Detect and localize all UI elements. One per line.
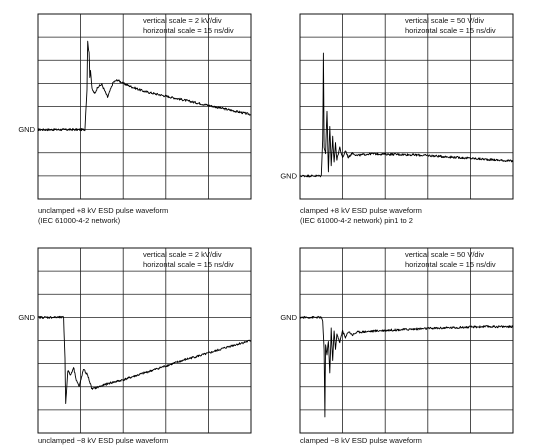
- scope-panel-unclamped-positive: vertical scale = 2 kV/div horizontal scal…: [0, 0, 270, 228]
- caption-unclamped-negative: unclamped −8 kV ESD pulse waveform: [38, 436, 168, 446]
- horizontal-scale-label: horizontal scale = 15 ns/div: [405, 26, 496, 35]
- gnd-label: GND: [280, 313, 297, 322]
- caption-line-1: unclamped −8 kV ESD pulse waveform: [38, 436, 169, 445]
- vertical-scale-label: vertical scale = 50 V/div: [405, 16, 484, 25]
- waveform-trace: [299, 52, 514, 178]
- scope-grid: [300, 14, 513, 199]
- caption-line-1: clamped +8 kV ESD pulse waveform: [300, 206, 422, 215]
- scope-grid: [300, 248, 513, 433]
- scope-grid: [38, 248, 251, 433]
- waveform-trace: [37, 40, 252, 132]
- caption-line-1: clamped −8 kV ESD pulse waveform: [300, 436, 422, 445]
- waveform-trace: [37, 315, 252, 404]
- vertical-scale-label: vertical scale = 2 kV/div: [143, 250, 222, 259]
- caption-line-2: (IEC 61000-4-2 network) pin1 to 2: [300, 215, 413, 225]
- gnd-label: GND: [280, 171, 297, 180]
- scope-grid: [38, 14, 251, 199]
- scope-frame: [37, 13, 252, 200]
- scope-frame: [299, 13, 514, 200]
- caption-clamped-negative: clamped −8 kV ESD pulse waveform: [300, 436, 422, 446]
- horizontal-scale-label: horizontal scale = 15 ns/div: [143, 26, 234, 35]
- gnd-label: GND: [18, 313, 35, 322]
- scope-frame: [299, 247, 514, 434]
- scope-panel-unclamped-negative: vertical scale = 2 kV/div horizontal scal…: [0, 244, 270, 447]
- horizontal-scale-label: horizontal scale = 15 ns/div: [143, 260, 234, 269]
- scope-panel-clamped-negative: vertical scale = 50 V/div horizontal scal…: [270, 244, 540, 447]
- vertical-scale-label: vertical scale = 50 V/div: [405, 250, 484, 259]
- caption-line-2: (IEC 61000-4-2 network): [38, 215, 121, 225]
- caption-line-1: unclamped +8 kV ESD pulse waveform: [38, 206, 169, 215]
- horizontal-scale-label: horizontal scale = 15 ns/div: [405, 260, 496, 269]
- caption-clamped-positive: clamped +8 kV ESD pulse waveform (IEC 61…: [300, 206, 422, 225]
- caption-unclamped-positive: unclamped +8 kV ESD pulse waveform (IEC …: [38, 206, 168, 225]
- waveform-trace: [299, 315, 514, 418]
- gnd-label: GND: [18, 125, 35, 134]
- vertical-scale-label: vertical scale = 2 kV/div: [143, 16, 222, 25]
- scope-panel-clamped-positive: vertical scale = 50 V/div horizontal scal…: [270, 0, 540, 228]
